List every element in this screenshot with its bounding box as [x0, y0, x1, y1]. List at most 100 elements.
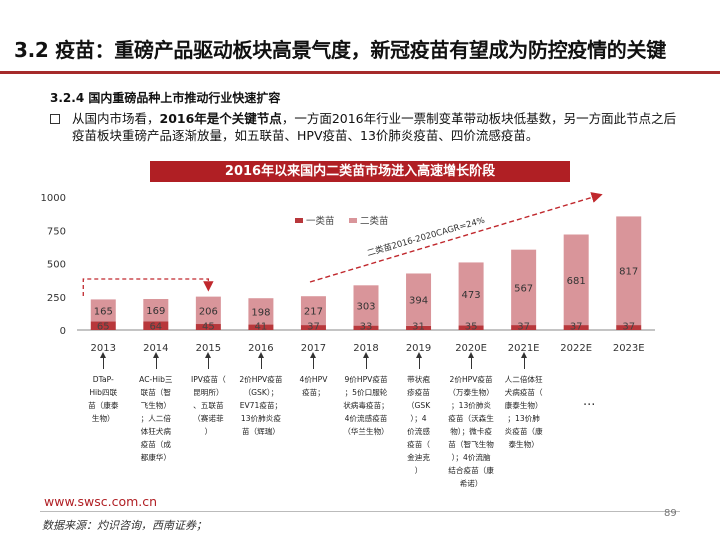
- data-label-series1: 33: [360, 322, 373, 333]
- bar-2022E-series1: [563, 325, 589, 330]
- event-arrow-icon: [520, 352, 527, 369]
- event-line: 结合疫苗（康: [448, 466, 494, 475]
- event-line: ；13价肺: [507, 414, 540, 423]
- x-tick-label: 2018: [353, 343, 378, 354]
- section-heading: 3.2.4 国内重磅品种上市推动行业快速扩容: [50, 91, 281, 105]
- event-line: IPV疫苗（: [190, 375, 226, 384]
- data-label-series2: 681: [567, 276, 586, 287]
- legend-swatch: [295, 218, 303, 223]
- data-label-series2: 198: [251, 307, 270, 318]
- bar-2021E-series2: [511, 249, 537, 326]
- bar-2021E-series1: [511, 325, 537, 330]
- event-text-2020E: 2价HPV疫苗 （万泰生物） ；13价肺炎 疫苗（沃森生 物）；微卡疫 苗（智飞生物 ）；4…: [446, 373, 496, 490]
- event-line: 9价HPV疫苗: [344, 375, 388, 384]
- bar-2015-series2: [195, 296, 221, 325]
- data-label-series1: 31: [412, 322, 425, 333]
- event-text-2016: 2价HPV疫苗 （GSK）； EV71疫苗； 13价肺炎疫 苗（辉瑞）: [236, 373, 286, 438]
- bullet-square-icon: [50, 114, 60, 124]
- event-line: AC-Hib三: [139, 375, 173, 384]
- event-text-2014: AC-Hib三 联苗（智 飞生物） ；人二倍 体狂犬病 疫苗（成 都康华）: [131, 373, 181, 464]
- event-line: 昆明所）: [193, 388, 224, 397]
- event-line: 物）；微卡疫: [450, 427, 492, 436]
- x-tick-label: 2014: [143, 343, 168, 354]
- event-line: ）；4价流脑: [451, 453, 491, 462]
- bullet-text: 从国内市场看，2016年是个关键节点，一方面2016年行业一票制变革带动板块低基…: [72, 110, 680, 144]
- bar-2023E-series2: [616, 216, 642, 326]
- bar-2013-series1: [90, 321, 116, 330]
- bar-2016-series2: [248, 298, 274, 325]
- data-label-series1: 41: [255, 322, 268, 333]
- x-tick-label: 2016: [248, 343, 273, 354]
- event-line: 13价肺炎疫: [240, 414, 281, 423]
- bullet-post: ，一方面2016年行业一票制变革带动板块低基数，另一方面此节点之后疫苗板块重磅产…: [72, 111, 677, 143]
- event-line: 都康华）: [140, 453, 171, 462]
- event-line: 希诺）: [459, 479, 483, 488]
- event-line: 体狂犬病: [140, 427, 171, 436]
- event-line: ；13价肺炎: [451, 401, 492, 410]
- data-label-series2: 169: [146, 306, 165, 317]
- y-tick-label: 250: [47, 293, 66, 304]
- event-line: 苗（辉瑞）: [241, 427, 280, 436]
- event-arrow-icon: [205, 352, 212, 369]
- event-text-2017: 4价HPV 疫苗；: [288, 373, 338, 399]
- event-line: 苗（康泰: [88, 401, 119, 410]
- bar-2013-series2: [90, 299, 116, 322]
- data-label-series1: 37: [622, 322, 635, 333]
- data-label-series2: 817: [619, 267, 638, 278]
- event-text-2018: 9价HPV疫苗 ；5价口服轮 状病毒疫苗； 4价流感疫苗 （华兰生物）: [341, 373, 391, 438]
- legend-swatch: [349, 218, 357, 223]
- data-label-series1: 37: [307, 322, 320, 333]
- chart-banner: 2016年以来国内二类苗市场进入高速增长阶段: [150, 161, 570, 182]
- low-base-bracket: [82, 278, 214, 296]
- event-line: （GSK）；: [243, 388, 279, 397]
- bullet-pre: 从国内市场看，: [72, 111, 160, 126]
- bar-2022E-series2: [563, 234, 589, 326]
- bar-2017-series2: [300, 296, 326, 326]
- event-line: 人二倍体狂: [504, 375, 543, 384]
- cagr-trend-arrow: [309, 192, 603, 283]
- event-line: 联苗（智: [140, 388, 171, 397]
- y-tick-label: 750: [47, 226, 66, 237]
- event-line: Hib四联: [89, 388, 118, 397]
- data-label-series1: 35: [465, 322, 478, 333]
- data-label-series2: 206: [199, 306, 218, 317]
- bar-2018-series1: [353, 325, 379, 330]
- event-line: 疫苗（沃森生: [448, 414, 494, 423]
- event-line: 苗（智飞生物: [448, 440, 494, 449]
- data-label-series2: 567: [514, 283, 533, 294]
- bar-2019-series2: [406, 273, 432, 326]
- footer-divider: [40, 511, 680, 512]
- event-line: 康泰生物）: [504, 401, 543, 410]
- bar-2020E-series1: [458, 325, 484, 330]
- footer-url[interactable]: www.swsc.com.cn: [44, 494, 158, 509]
- event-line: 状病毒疫苗；: [343, 401, 389, 410]
- event-line: 泰生物）: [508, 440, 539, 449]
- event-line: 疫苗（成: [140, 440, 171, 449]
- event-arrow-icon: [415, 352, 422, 369]
- bar-2017-series1: [300, 325, 326, 330]
- x-tick-label: 2015: [196, 343, 221, 354]
- event-line: （GSK: [406, 401, 431, 410]
- event-arrow-icon: [257, 352, 264, 369]
- x-tick-label: 2021E: [508, 343, 540, 354]
- event-line: DTaP-: [92, 375, 114, 384]
- event-line: 生物）: [91, 414, 115, 423]
- event-line: ；人二倍: [140, 414, 171, 423]
- event-line: EV71疫苗；: [239, 401, 283, 410]
- data-label-series1: 65: [97, 322, 110, 333]
- event-line: 金迪克: [407, 453, 430, 462]
- x-tick-label: 2017: [301, 343, 326, 354]
- bullet-bold: 2016年是个关键节点: [159, 111, 282, 126]
- event-arrow-icon: [100, 352, 107, 369]
- event-line: 2价HPV疫苗: [449, 375, 493, 384]
- more-events-marker: ···: [583, 398, 596, 413]
- event-text-2021E: 人二倍体狂 犬病疫苗（ 康泰生物） ；13价肺 炎疫苗（康 泰生物）: [499, 373, 549, 451]
- event-line: 疫苗（: [407, 440, 430, 449]
- data-label-series2: 473: [462, 290, 481, 301]
- event-line: （华兰生物）: [343, 427, 389, 436]
- event-line: 带状疱: [407, 375, 430, 384]
- event-line: 犬病疫苗（: [504, 388, 543, 397]
- event-line: 、五联苗: [193, 401, 224, 410]
- bar-2020E-series2: [458, 262, 484, 326]
- page-number: 89: [664, 508, 677, 519]
